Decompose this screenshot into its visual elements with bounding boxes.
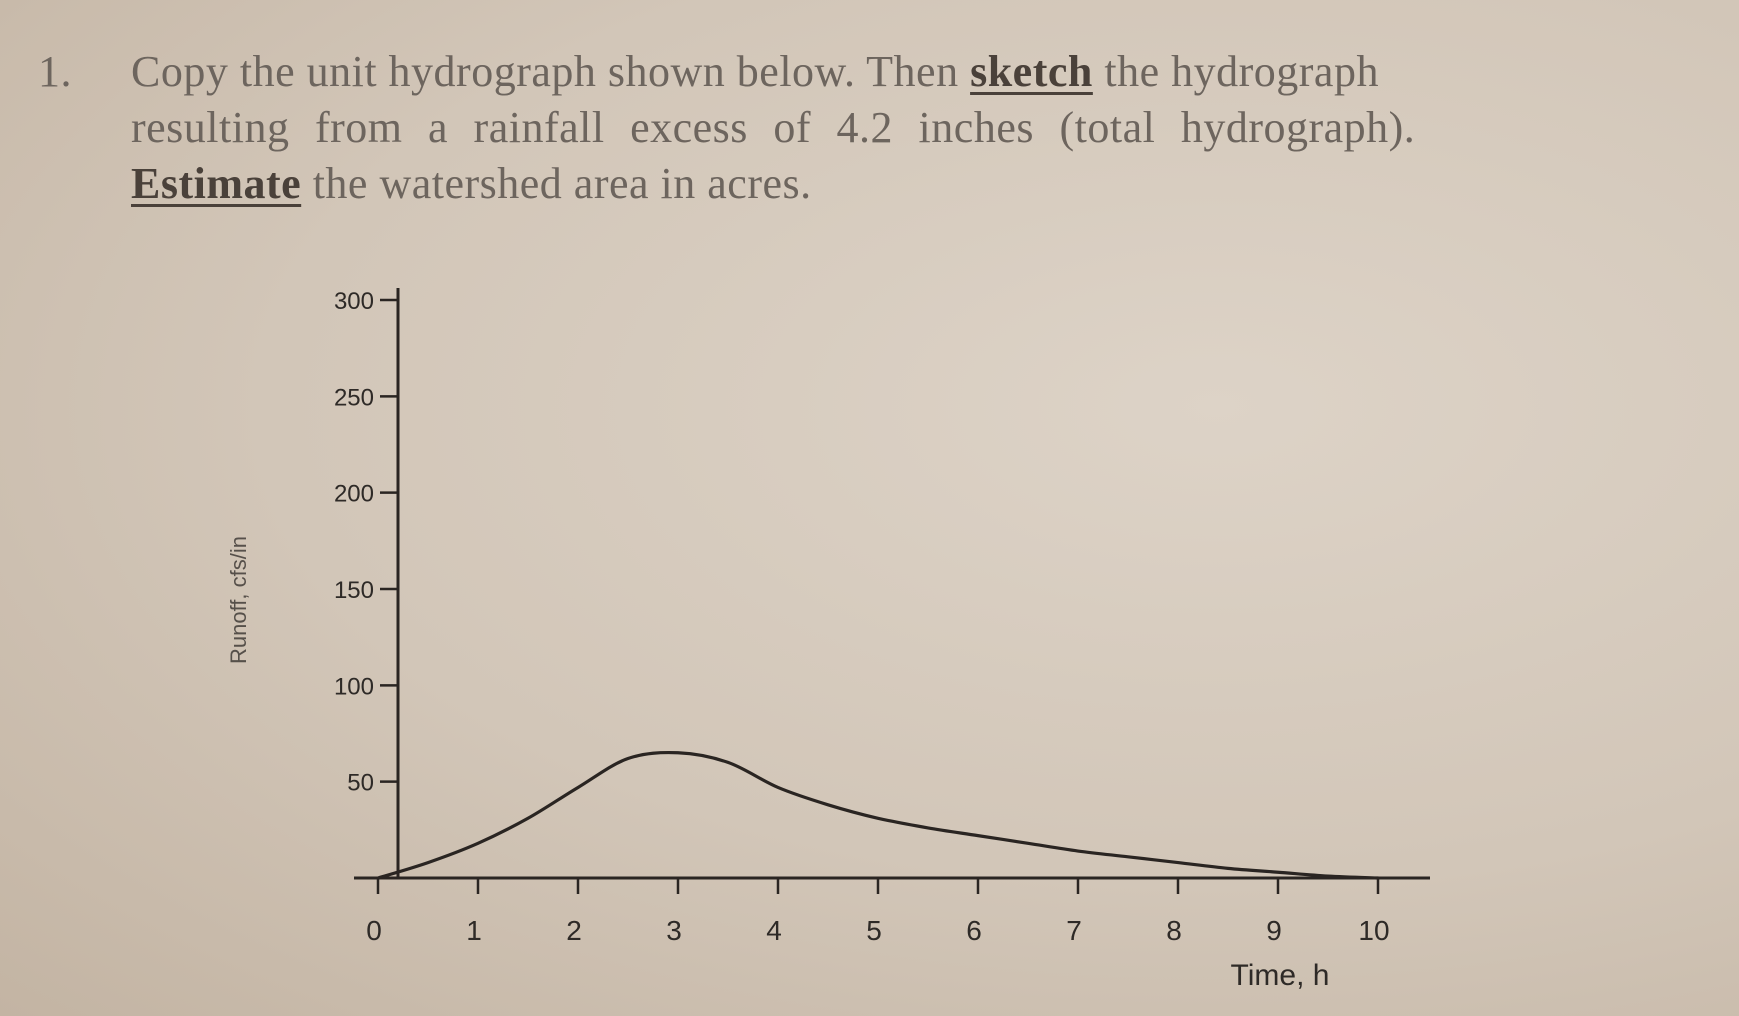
x-tick-label: 3 — [666, 915, 682, 946]
x-tick-label: 10 — [1358, 915, 1389, 946]
hydrograph-line-1 — [376, 750, 1380, 880]
y-axis-label: Runoff, cfs/in — [226, 536, 251, 664]
x-tick-label: 2 — [566, 915, 582, 946]
x-tick-label: 4 — [766, 915, 782, 946]
x-tick-label: 1 — [466, 915, 482, 946]
x-tick-label: 5 — [866, 915, 882, 946]
x-tick-label: 0 — [366, 915, 382, 946]
y-tick-label: 50 — [347, 770, 374, 797]
x-axis-label: Time, h — [1231, 959, 1330, 992]
question-number: 1. — [38, 47, 72, 96]
y-tick-label: 100 — [334, 673, 374, 700]
series-layer — [376, 750, 1380, 880]
y-tick-label: 300 — [334, 288, 374, 315]
x-tick-label: 7 — [1066, 915, 1082, 946]
question-line-1: 1. Copy the unit hydrograph shown below. … — [38, 44, 1658, 100]
y-axis: 50 100 150 200 250 300 — [334, 288, 400, 878]
x-axis: 0 1 2 3 4 5 6 7 8 9 10 — [354, 876, 1430, 946]
y-tick-label: 200 — [334, 481, 374, 508]
question-line-1-start: Copy the unit hydrograph shown below. Th… — [131, 47, 971, 96]
question-line-2: resulting from a rainfall excess of 4.2 … — [131, 103, 1416, 152]
estimate-keyword: Estimate — [131, 159, 302, 208]
x-tick-label: 9 — [1266, 915, 1282, 946]
question-line-3: Estimate the watershed area in acres. — [38, 156, 1658, 212]
sketch-keyword: sketch — [970, 47, 1093, 96]
y-tick-label: 250 — [334, 384, 374, 411]
x-tick-label: 8 — [1166, 915, 1182, 946]
question-line-1-end: the hydrograph — [1092, 47, 1379, 96]
question-line-3-end: the watershed area in acres. — [301, 159, 812, 208]
question-text: 1. Copy the unit hydrograph shown below. … — [38, 44, 1658, 212]
x-tick-label: 6 — [966, 915, 982, 946]
y-tick-label: 150 — [334, 577, 374, 604]
